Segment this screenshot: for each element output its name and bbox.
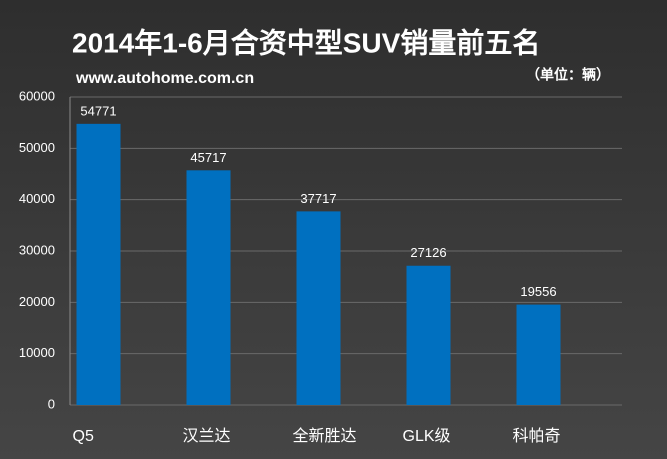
y-tick-label: 0: [48, 396, 55, 411]
value-label: 27126: [410, 245, 446, 260]
x-tick-label: 汉兰达: [183, 427, 231, 445]
x-tick-label: 科帕奇: [513, 427, 561, 445]
bar: [76, 123, 121, 406]
bar: [516, 304, 561, 405]
y-tick-label: 40000: [19, 191, 55, 206]
x-tick-label: 全新胜达: [293, 427, 357, 445]
y-tick-label: 30000: [19, 242, 55, 257]
value-label: 37717: [300, 191, 336, 206]
value-label: 19556: [520, 284, 556, 299]
y-tick-label: 10000: [19, 345, 55, 360]
subtitle: www.autohome.com.cn: [75, 70, 254, 87]
y-tick-label: 50000: [19, 140, 55, 155]
x-tick-label: GLK级: [403, 427, 451, 445]
unit-label: （单位：辆）: [526, 67, 610, 83]
bar: [406, 265, 451, 405]
y-tick-label: 20000: [19, 294, 55, 309]
value-label: 45717: [190, 150, 226, 165]
bar: [186, 170, 231, 405]
chart-title: 2014年1-6月合资中型SUV销量前五名: [72, 26, 540, 58]
bar: [296, 211, 341, 405]
x-tick-label: Q5: [73, 428, 94, 445]
value-label: 54771: [80, 103, 116, 118]
y-tick-label: 60000: [19, 88, 55, 103]
